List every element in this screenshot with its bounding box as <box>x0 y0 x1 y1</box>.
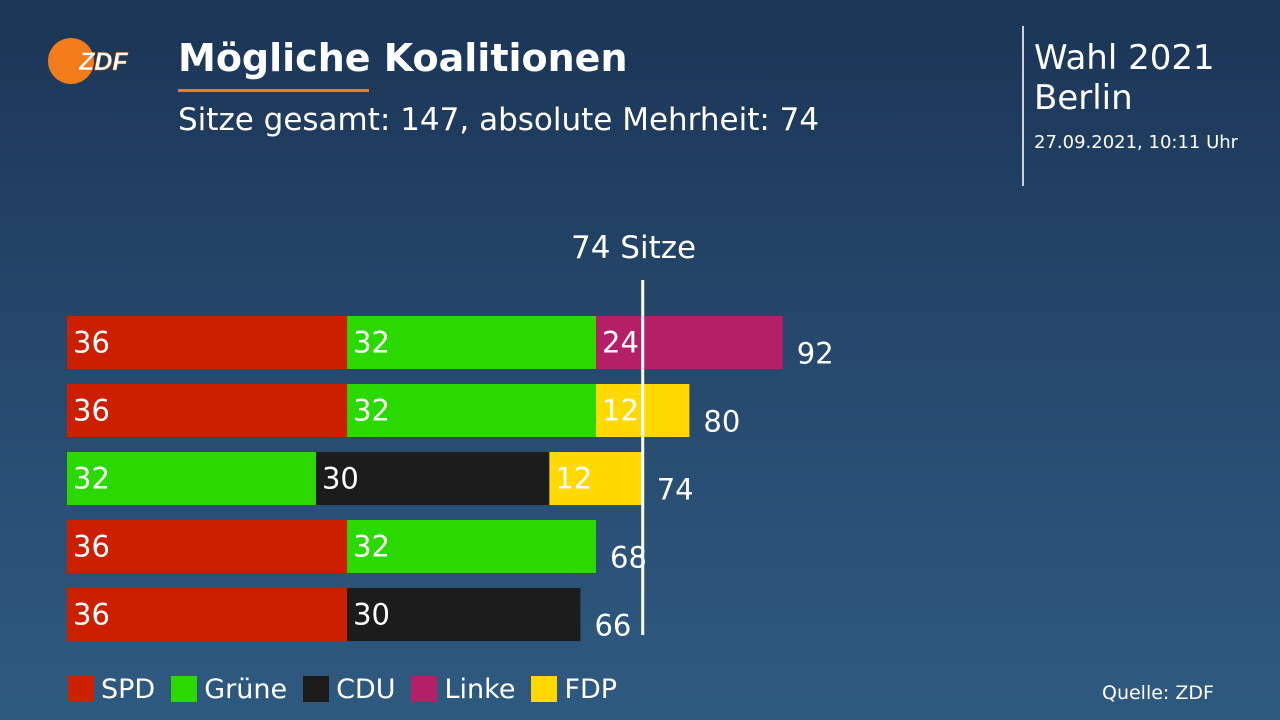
segment-value-label: 32 <box>353 394 390 428</box>
segment-value-label: 24 <box>602 326 639 360</box>
election-region: Berlin <box>1034 78 1133 118</box>
legend-label: Grüne <box>204 673 288 705</box>
source-note: Quelle: ZDF <box>1102 682 1214 704</box>
timestamp: 27.09.2021, 10:11 Uhr <box>1034 132 1239 153</box>
segment-value-label: 36 <box>73 326 110 360</box>
bar-segment-cdu <box>315 452 550 505</box>
segment-value-label: 36 <box>73 530 110 564</box>
coalition-total-label: 80 <box>703 405 740 439</box>
legend-swatch <box>171 676 198 702</box>
bar-segment-spd <box>67 384 348 437</box>
legend-label: SPD <box>101 673 156 705</box>
segment-value-label: 30 <box>353 598 390 632</box>
segment-value-label: 32 <box>353 326 390 360</box>
title-underline <box>178 89 369 92</box>
segment-value-label: 32 <box>353 530 390 564</box>
segment-value-label: 36 <box>73 394 110 428</box>
legend-item-grune: Grüne <box>171 674 287 705</box>
zdf-logo: ZDF <box>48 38 129 84</box>
bar-segment-spd <box>67 588 348 641</box>
chart-subtitle: Sitze gesamt: 147, absolute Mehrheit: 74 <box>178 102 820 138</box>
legend-item-cdu: CDU <box>303 674 395 705</box>
legend-item-fdp: FDP <box>531 674 617 705</box>
legend-swatch <box>531 676 558 702</box>
legend-label: CDU <box>336 673 396 705</box>
legend-swatch <box>303 676 330 702</box>
coalition-total-label: 68 <box>610 541 647 575</box>
segment-value-label: 12 <box>555 462 592 496</box>
legend: SPD Grüne CDU Linke FDP <box>68 674 633 705</box>
threshold-label: 74 Sitze <box>571 230 697 266</box>
bar-segment-grune <box>347 316 597 369</box>
zdf-logo-text: ZDF <box>78 48 128 76</box>
legend-swatch <box>68 676 94 702</box>
legend-swatch <box>411 676 438 702</box>
legend-label: FDP <box>564 673 618 705</box>
header-divider <box>1022 26 1024 186</box>
chart-title: Mögliche Koalitionen <box>178 36 628 80</box>
legend-item-linke: Linke <box>411 674 515 705</box>
bar-segment-grune <box>67 452 316 505</box>
election-title: Wahl 2021 <box>1034 38 1215 78</box>
coalition-total-label: 74 <box>657 473 694 507</box>
election-info: Wahl 2021 Berlin <box>1034 38 1215 118</box>
bar-segment-grune <box>347 384 597 437</box>
bar-segment-spd <box>67 316 348 369</box>
bar-segment-cdu <box>347 588 581 641</box>
bar-segment-spd <box>67 520 348 573</box>
coalition-total-label: 92 <box>797 337 834 371</box>
legend-label: Linke <box>444 673 516 705</box>
bar-segment-fdp <box>549 452 643 505</box>
bar-segment-grune <box>347 520 597 573</box>
segment-value-label: 12 <box>602 394 639 428</box>
bar-segment-linke <box>596 316 783 369</box>
segment-value-label: 30 <box>322 462 359 496</box>
coalition-total-label: 66 <box>594 609 631 643</box>
segment-value-label: 32 <box>73 462 110 496</box>
legend-item-spd: SPD <box>68 674 155 705</box>
segment-value-label: 36 <box>73 598 110 632</box>
